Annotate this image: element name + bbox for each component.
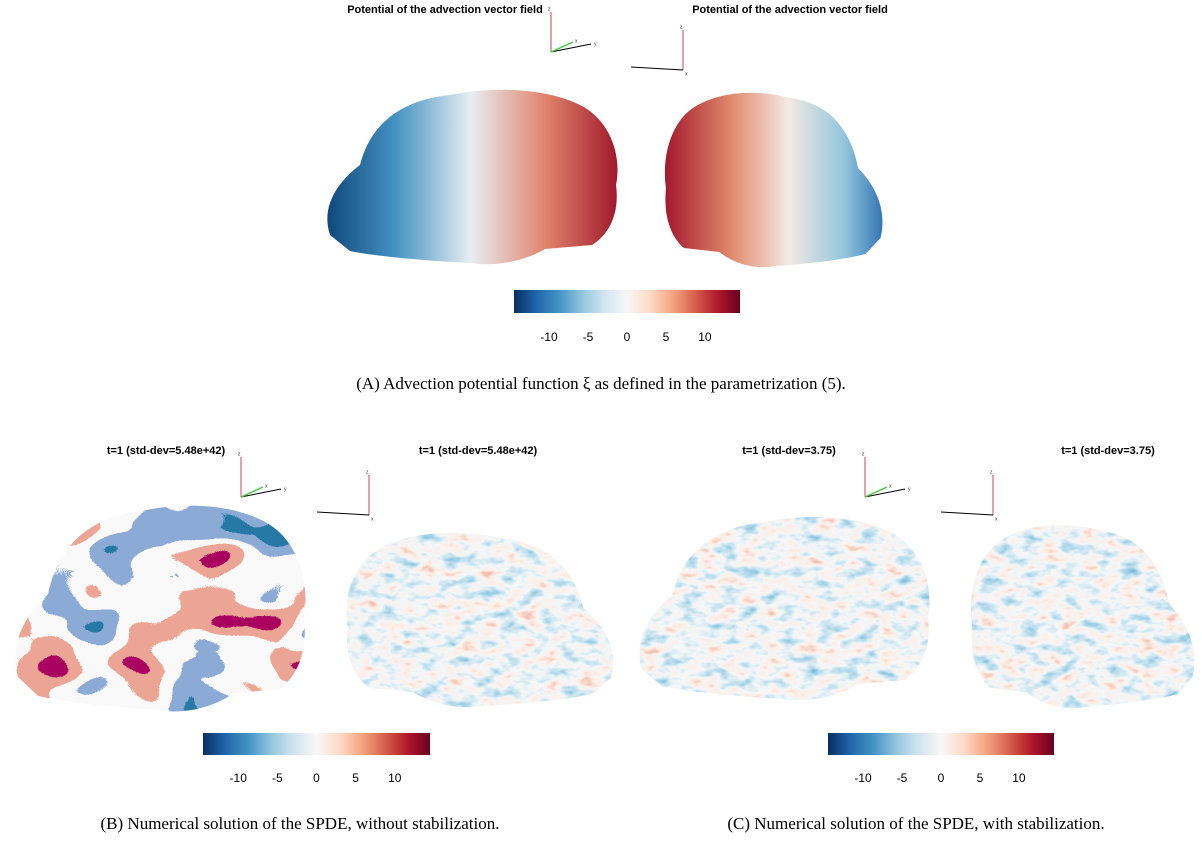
figure: x y z x z x y z x z x y z x z Potential of the advectio… xyxy=(0,0,1202,854)
axis-letter: y xyxy=(594,41,597,47)
caption-a: (A) Advection potential function ξ as de… xyxy=(351,373,851,395)
axis-letter: x xyxy=(575,38,578,44)
brain-left-a xyxy=(320,85,622,270)
panel-title: Potential of the advection vector field xyxy=(347,4,543,16)
colorbar-tick-label: 10 xyxy=(388,771,402,785)
colorbar-tick-label: 0 xyxy=(624,330,631,344)
colorbar-tick-label: 5 xyxy=(663,330,670,344)
figure-canvas: x y z x z x y z x z x y z x z Potential of the advectio… xyxy=(0,0,1202,854)
brain-left-c xyxy=(628,508,938,703)
axis-y xyxy=(551,44,591,52)
colorbar-tick-label: -5 xyxy=(897,771,908,785)
colorbar xyxy=(203,733,430,755)
colorbar xyxy=(828,733,1054,755)
brain-right-c xyxy=(965,518,1202,713)
panel-title: t=1 (std-dev=3.75) xyxy=(742,445,836,457)
axis-letter: z xyxy=(548,6,551,12)
axis-letter: x xyxy=(265,483,268,489)
brain-right-b xyxy=(340,525,625,715)
colorbar-tick-label: -10 xyxy=(540,330,558,344)
brain-right-a xyxy=(664,88,890,273)
axis-x xyxy=(241,487,263,497)
axis-x xyxy=(551,42,573,52)
axis-letter: z xyxy=(862,451,865,457)
axis-letter: z xyxy=(366,469,369,475)
caption-text: Numerical solution of the SPDE, without … xyxy=(127,814,499,833)
caption-label: (B) xyxy=(101,814,124,833)
colorbar-tick-label: 10 xyxy=(1012,771,1026,785)
colorbar-tick-label: 0 xyxy=(313,771,320,785)
colorbar-tick-label: 5 xyxy=(352,771,359,785)
colorbar-tick-label: -5 xyxy=(583,330,594,344)
caption-text: Numerical solution of the SPDE, with sta… xyxy=(754,814,1104,833)
brain-left-b xyxy=(0,495,320,715)
caption-b: (B) Numerical solution of the SPDE, with… xyxy=(10,813,590,835)
caption-label: (A) xyxy=(356,374,380,393)
panel-title: t=1 (std-dev=3.75) xyxy=(1061,445,1155,457)
axis-y xyxy=(631,67,683,70)
panel-title: Potential of the advection vector field xyxy=(692,4,888,16)
colorbar-tick-label: 0 xyxy=(938,771,945,785)
colorbar-tick-label: -5 xyxy=(272,771,283,785)
axis-letter: x xyxy=(371,516,374,522)
axis-y xyxy=(865,489,905,497)
axis-x xyxy=(865,487,887,497)
caption-text: Advection potential function ξ as define… xyxy=(383,374,846,393)
axis-letter: z xyxy=(680,24,683,30)
panel-title: t=1 (std-dev=5.48e+42) xyxy=(107,445,226,457)
axis-letter: x xyxy=(995,516,998,522)
axis-letter: y xyxy=(284,486,287,492)
colorbar xyxy=(514,290,740,313)
axis-y xyxy=(241,489,281,497)
colorbar-tick-label: 10 xyxy=(698,330,712,344)
caption-label: (C) xyxy=(727,814,750,833)
axis-letter: x xyxy=(685,71,688,77)
axis-letter: x xyxy=(889,483,892,489)
colorbar-tick-label: -10 xyxy=(854,771,872,785)
axis-letter: z xyxy=(238,451,241,457)
caption-c: (C) Numerical solution of the SPDE, with… xyxy=(630,813,1202,835)
colorbar-tick-label: -10 xyxy=(230,771,248,785)
axis-letter: y xyxy=(908,486,911,492)
axis-y xyxy=(941,512,993,515)
axis-y xyxy=(317,512,369,515)
panel-title: t=1 (std-dev=5.48e+42) xyxy=(419,445,538,457)
colorbar-tick-label: 5 xyxy=(977,771,984,785)
axis-letter: z xyxy=(990,469,993,475)
